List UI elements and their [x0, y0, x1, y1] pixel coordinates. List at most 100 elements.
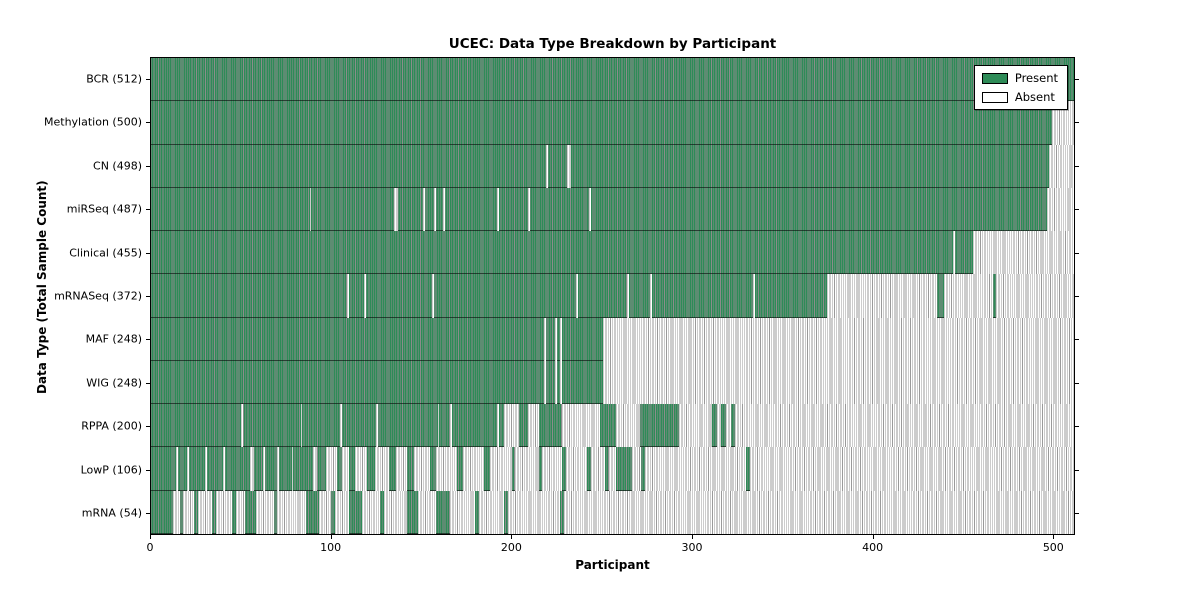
- y-tick-mark: [146, 382, 150, 384]
- y-tick-label-mRNA: mRNA (54): [81, 506, 142, 520]
- y-tick-label-MAF: MAF (248): [85, 332, 142, 346]
- absent-run: [543, 360, 546, 405]
- absent-run: [342, 447, 350, 491]
- absent-run: [542, 447, 563, 491]
- absent-run: [527, 404, 539, 448]
- absent-run: [603, 360, 1074, 405]
- heatmap-row-MAF: [151, 317, 1074, 361]
- y-tick-label-WIG: WIG (248): [86, 376, 142, 390]
- absent-run: [504, 404, 519, 448]
- heatmap-row-WIG: [151, 360, 1074, 405]
- absent-run: [376, 404, 379, 448]
- heatmap-row-CN: [151, 144, 1074, 188]
- y-tick-label-BCR: BCR (512): [86, 72, 142, 86]
- heatmap-row-mRNA: [151, 490, 1074, 534]
- absent-run: [437, 404, 440, 448]
- absent-run: [944, 274, 993, 318]
- absent-run: [235, 490, 245, 534]
- absent-run: [374, 447, 389, 491]
- y-tick-mark: [146, 252, 150, 254]
- absent-run: [545, 144, 548, 188]
- absent-run: [563, 490, 1074, 534]
- absent-run: [197, 490, 213, 534]
- heatmap-row-Methylation: [151, 101, 1074, 145]
- legend: Present Absent: [973, 65, 1068, 110]
- y-tick-label-Clinical: Clinical (455): [69, 246, 142, 260]
- absent-run: [996, 274, 1074, 318]
- y-tick-mark: [1075, 339, 1079, 341]
- absent-run: [515, 447, 539, 491]
- absent-run: [340, 404, 343, 448]
- absent-run: [543, 317, 546, 361]
- absent-run: [172, 490, 180, 534]
- x-axis-label: Participant: [575, 558, 650, 572]
- absent-run: [953, 231, 955, 275]
- absent-run: [241, 404, 243, 448]
- absent-run: [383, 490, 407, 534]
- heatmap-row-mRNASeq: [151, 274, 1074, 318]
- x-tick-label-400: 400: [862, 541, 884, 554]
- chart-title: UCEC: Data Type Breakdown by Participant: [448, 36, 777, 52]
- absent-run: [325, 447, 337, 491]
- absent-run: [309, 187, 312, 232]
- y-tick-mark: [146, 426, 150, 428]
- absent-run: [726, 404, 732, 448]
- absent-run: [277, 490, 307, 534]
- y-tick-mark: [1075, 78, 1079, 80]
- absent-run: [749, 447, 1074, 491]
- y-tick-label-CN: CN (498): [93, 159, 142, 173]
- heatmap-row-BCR: [151, 58, 1074, 102]
- absent-run: [1048, 144, 1074, 188]
- absent-run: [562, 404, 600, 448]
- legend-label-present: Present: [1014, 71, 1058, 85]
- absent-run: [334, 490, 350, 534]
- absent-run: [205, 447, 207, 491]
- absent-run: [632, 447, 642, 491]
- absent-run: [291, 447, 294, 491]
- absent-run: [462, 447, 485, 491]
- y-tick-mark: [146, 78, 150, 80]
- absent-run: [176, 447, 179, 491]
- absent-run: [396, 447, 407, 491]
- absent-run: [354, 447, 368, 491]
- absent-run: [435, 447, 458, 491]
- x-tick-mark: [1053, 535, 1055, 539]
- absent-run: [576, 274, 579, 318]
- x-tick-label-200: 200: [500, 541, 522, 554]
- x-tick-label-0: 0: [146, 541, 154, 554]
- absent-run: [560, 317, 563, 361]
- x-tick-label-300: 300: [681, 541, 703, 554]
- absent-run: [363, 274, 366, 318]
- y-tick-mark: [1075, 296, 1079, 297]
- y-tick-label-miRSeq: miRSeq (487): [66, 202, 142, 216]
- absent-run: [443, 187, 445, 232]
- absent-run: [589, 187, 591, 232]
- y-tick-mark: [1075, 209, 1079, 211]
- x-tick-mark: [691, 535, 693, 539]
- y-tick-mark: [1075, 469, 1079, 471]
- legend-label-absent: Absent: [1014, 90, 1055, 104]
- absent-run: [608, 447, 617, 491]
- x-tick-mark: [330, 535, 332, 539]
- absent-run: [250, 447, 254, 491]
- y-tick-mark: [146, 165, 150, 167]
- absent-run: [450, 404, 453, 448]
- absent-run: [590, 447, 606, 491]
- legend-swatch-present: [981, 72, 1008, 84]
- legend-item-absent: Absent: [981, 90, 1058, 104]
- x-tick-label-100: 100: [320, 541, 342, 554]
- x-tick-mark: [872, 535, 874, 539]
- absent-run: [183, 490, 195, 534]
- absent-run: [277, 447, 279, 491]
- legend-swatch-absent: [981, 91, 1008, 103]
- absent-run: [262, 447, 265, 491]
- absent-run: [450, 490, 476, 534]
- absent-run: [650, 274, 653, 318]
- absent-run: [417, 490, 436, 534]
- absent-run: [497, 404, 499, 448]
- absent-run: [497, 187, 499, 232]
- absent-run: [423, 187, 425, 232]
- y-tick-mark: [146, 296, 150, 297]
- absent-run: [679, 404, 712, 448]
- absent-run: [479, 490, 505, 534]
